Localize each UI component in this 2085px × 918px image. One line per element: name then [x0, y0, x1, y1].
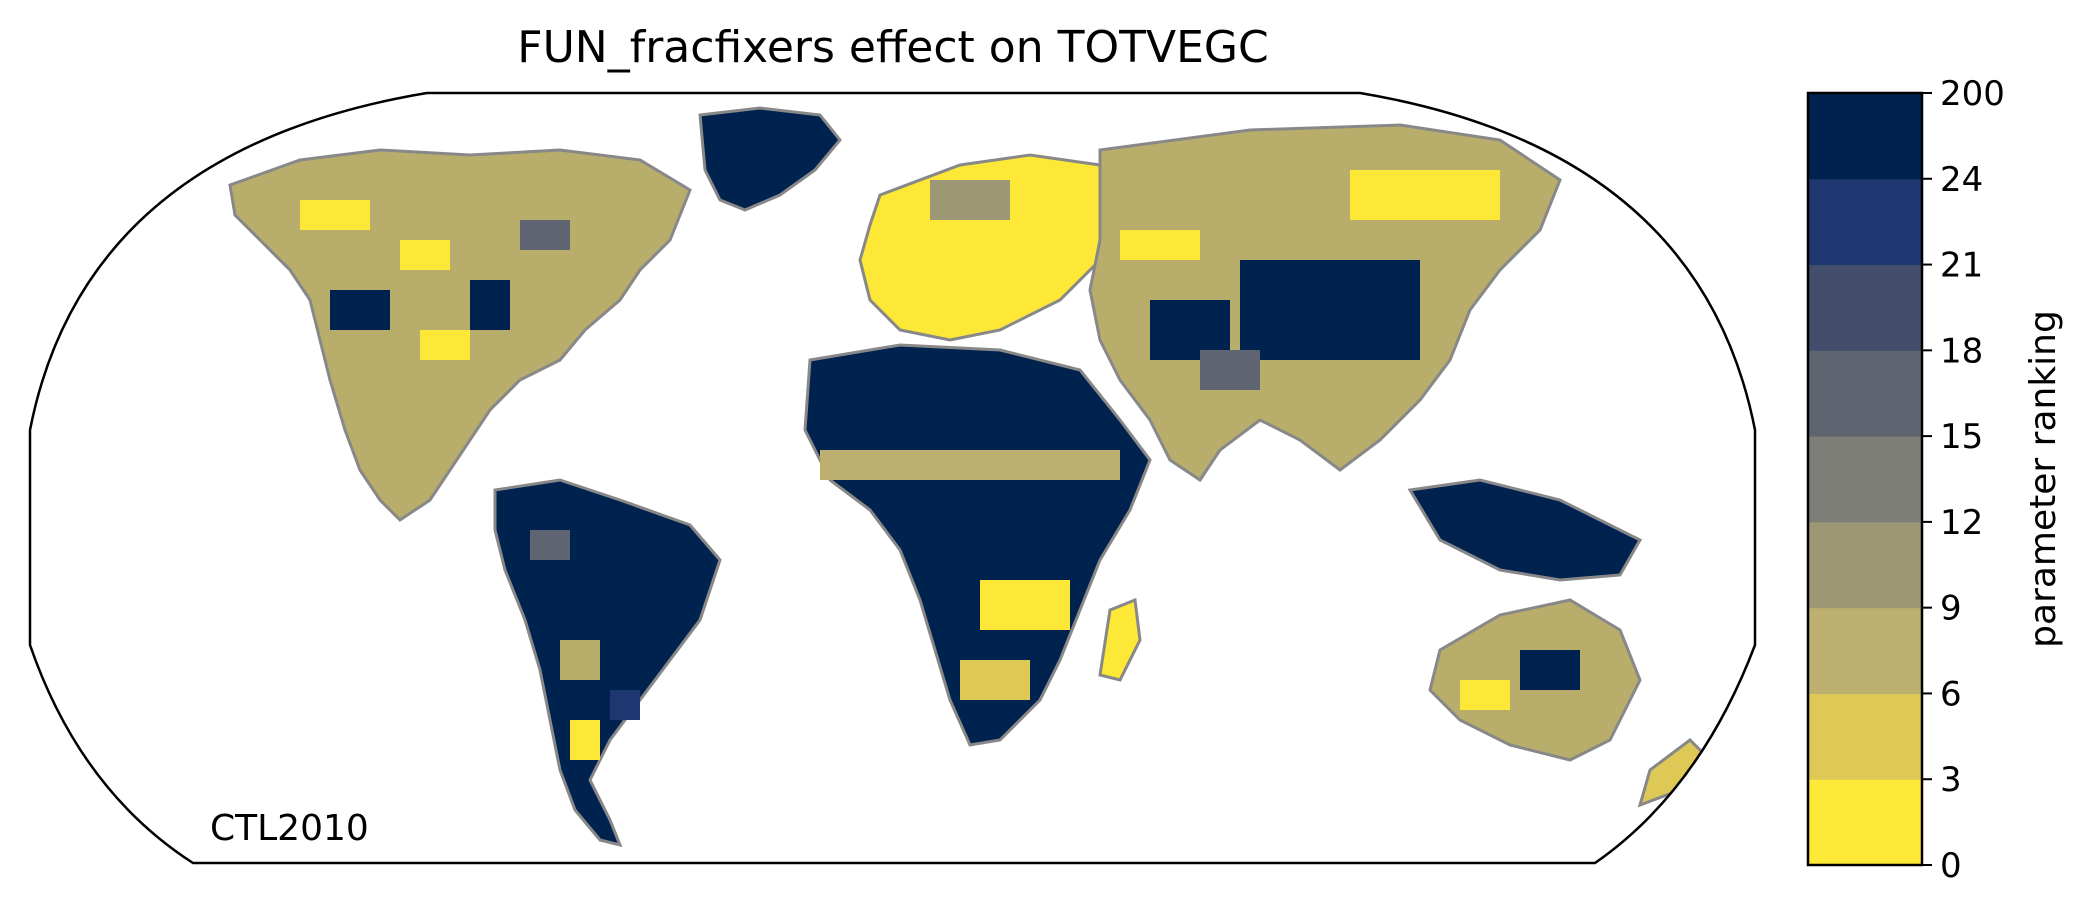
- colorbar-tick-label: 21: [1940, 246, 1983, 286]
- africa: [803, 343, 1152, 747]
- colorbar-segments: [1808, 93, 1922, 866]
- colorbar-segment: [1808, 521, 1922, 609]
- colorbar: 0 3 6 9 12 15 18 21 24 200 parameter ranking: [1806, 74, 2064, 886]
- colorbar-tick-label: 3: [1940, 760, 1962, 800]
- colorbar-segment: [1808, 264, 1922, 351]
- colorbar-tick-label: 18: [1940, 331, 1983, 371]
- colorbar-segment: [1808, 693, 1922, 780]
- land-layer: [228, 106, 1707, 848]
- colorbar-segment: [1808, 436, 1922, 523]
- colorbar-segment: [1808, 350, 1922, 437]
- colorbar-tick-label: 15: [1940, 417, 1983, 457]
- south-america: [493, 478, 722, 848]
- colorbar-label: parameter ranking: [2023, 310, 2064, 648]
- colorbar-tick-label: 9: [1940, 589, 1962, 629]
- madagascar: [1098, 597, 1142, 682]
- map-annotation: CTL2010: [210, 808, 369, 849]
- colorbar-tick-label: 12: [1940, 503, 1983, 543]
- colorbar-tick-label: 6: [1940, 674, 1962, 714]
- colorbar-tick-label: 200: [1940, 74, 2005, 114]
- colorbar-segment: [1808, 178, 1922, 266]
- new-zealand: [1637, 738, 1707, 808]
- colorbar-tick-label: 0: [1940, 846, 1962, 886]
- map-panel: CTL2010: [28, 91, 1757, 865]
- colorbar-ticks: 0 3 6 9 12 15 18 21 24 200: [1922, 74, 2005, 886]
- southeast-asia-islands: [1407, 478, 1643, 582]
- map-title: FUN_fracfixers effect on TOTVEGC: [517, 22, 1268, 73]
- greenland: [698, 106, 842, 212]
- colorbar-tick-label: 24: [1940, 160, 1983, 200]
- colorbar-segment: [1808, 93, 1922, 180]
- colorbar-segment: [1808, 607, 1922, 694]
- map-boundary: [28, 91, 1757, 865]
- europe: [858, 153, 1122, 342]
- colorbar-frame: [1806, 91, 1924, 867]
- colorbar-segment: [1808, 779, 1922, 866]
